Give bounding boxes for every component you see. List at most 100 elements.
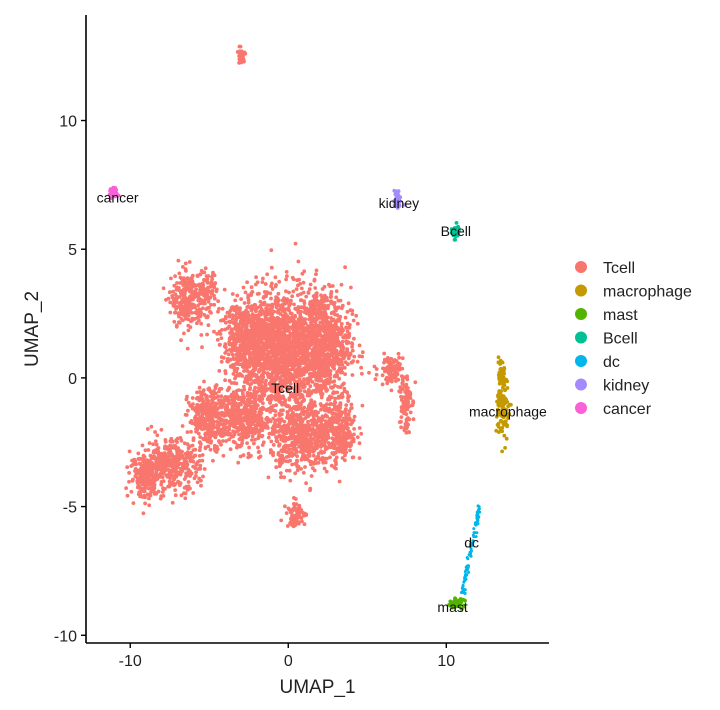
data-point-tcell <box>340 383 345 387</box>
data-point-tcell <box>208 447 213 452</box>
data-point-tcell <box>183 304 188 308</box>
data-point-tcell <box>174 454 179 458</box>
data-point-tcell <box>355 435 360 439</box>
data-point-tcell <box>197 454 202 458</box>
data-point-tcell <box>195 315 200 320</box>
data-point-tcell <box>276 310 280 315</box>
data-point-tcell <box>138 494 143 499</box>
data-point-tcell <box>284 289 288 294</box>
data-point-tcell <box>349 402 354 407</box>
data-point-tcell <box>354 313 359 318</box>
data-point-tcell <box>349 440 354 445</box>
data-point-tcell <box>287 397 292 402</box>
data-point-tcell <box>270 287 275 291</box>
data-point-tcell <box>301 437 306 442</box>
data-point-tcell <box>198 272 203 277</box>
data-point-tcell <box>233 394 238 399</box>
data-point-tcell <box>287 318 292 322</box>
data-point-tcell <box>166 455 171 459</box>
data-point-tcell <box>173 310 178 315</box>
data-point-tcell <box>255 375 260 380</box>
data-point-tcell <box>343 372 347 376</box>
data-point-tcell <box>349 285 353 290</box>
data-point-tcell <box>343 448 348 452</box>
data-point-tcell <box>325 380 330 385</box>
data-point-tcell <box>277 279 282 284</box>
data-point-tcell <box>178 275 183 280</box>
data-point-tcell <box>200 427 204 431</box>
data-point-tcell <box>310 466 315 470</box>
data-point-tcell <box>223 395 228 399</box>
data-point-tcell <box>208 394 213 399</box>
data-point-tcell <box>312 333 317 337</box>
data-point-tcell <box>194 287 199 292</box>
data-point-tcell <box>191 464 196 469</box>
data-point-tcell <box>214 419 219 424</box>
data-point-tcell <box>285 274 289 278</box>
data-point-tcell <box>256 413 261 417</box>
data-point-tcell <box>301 381 306 386</box>
data-point-tcell <box>332 348 336 353</box>
data-point-tcell <box>145 467 150 472</box>
data-point-tcell <box>232 415 237 420</box>
data-point-tcell <box>198 463 203 468</box>
data-point-tcell <box>280 332 285 337</box>
data-point-tcell <box>182 441 187 446</box>
data-point-tcell <box>259 411 264 415</box>
data-point-tcell <box>279 366 284 371</box>
data-point-tcell <box>311 453 316 458</box>
data-point-tcell <box>198 435 203 439</box>
data-point-tcell <box>328 445 333 450</box>
data-point-tcell <box>332 428 337 433</box>
data-point-tcell <box>357 441 362 446</box>
data-point-tcell <box>276 291 281 296</box>
data-point-tcell <box>334 415 339 420</box>
data-point-tcell <box>344 403 349 407</box>
data-point-tcell <box>127 479 131 484</box>
data-point-tcell <box>260 280 265 284</box>
data-point-tcell <box>267 418 272 422</box>
data-point-tcell <box>255 419 260 423</box>
data-point-tcell <box>292 335 296 340</box>
data-point-tcell <box>266 435 271 440</box>
data-point-tcell <box>289 413 294 418</box>
data-point-tcell <box>236 460 241 465</box>
data-point-tcell <box>190 396 195 400</box>
data-point-tcell <box>281 439 286 443</box>
data-point-tcell <box>217 440 222 445</box>
data-point-tcell <box>181 281 186 286</box>
data-point-tcell <box>337 417 342 422</box>
data-point-tcell <box>301 372 306 377</box>
data-point-tcell <box>308 332 313 336</box>
data-point-tcell <box>291 420 296 425</box>
data-point-tcell <box>343 453 347 458</box>
data-point-tcell <box>296 293 300 298</box>
data-point-tcell <box>182 331 186 336</box>
data-point-tcell <box>178 281 183 285</box>
data-point-tcell <box>343 265 347 270</box>
data-point-tcell <box>290 447 295 451</box>
data-point-tcell <box>304 481 308 486</box>
data-point-tcell <box>213 435 218 440</box>
data-point-tcell <box>298 336 303 341</box>
data-point-tcell <box>299 467 303 471</box>
data-point-tcell <box>174 324 179 329</box>
data-point-tcell <box>349 406 354 410</box>
data-point-tcell <box>257 428 262 432</box>
data-point-tcell <box>237 402 241 406</box>
data-point-tcell <box>273 301 278 306</box>
data-point-tcell <box>241 285 246 290</box>
data-point-tcell <box>210 425 215 430</box>
data-point-tcell <box>344 421 348 426</box>
data-point-tcell <box>217 420 222 425</box>
data-point-tcell <box>262 421 266 426</box>
data-point-tcell <box>179 493 184 498</box>
data-point-tcell <box>301 407 305 411</box>
data-point-tcell <box>158 461 163 466</box>
data-point-tcell <box>250 412 254 417</box>
data-point-tcell <box>335 390 340 395</box>
data-point-tcell <box>327 410 331 414</box>
data-point-tcell <box>225 421 230 425</box>
data-point-tcell <box>282 419 287 424</box>
data-point-tcell <box>278 335 282 339</box>
